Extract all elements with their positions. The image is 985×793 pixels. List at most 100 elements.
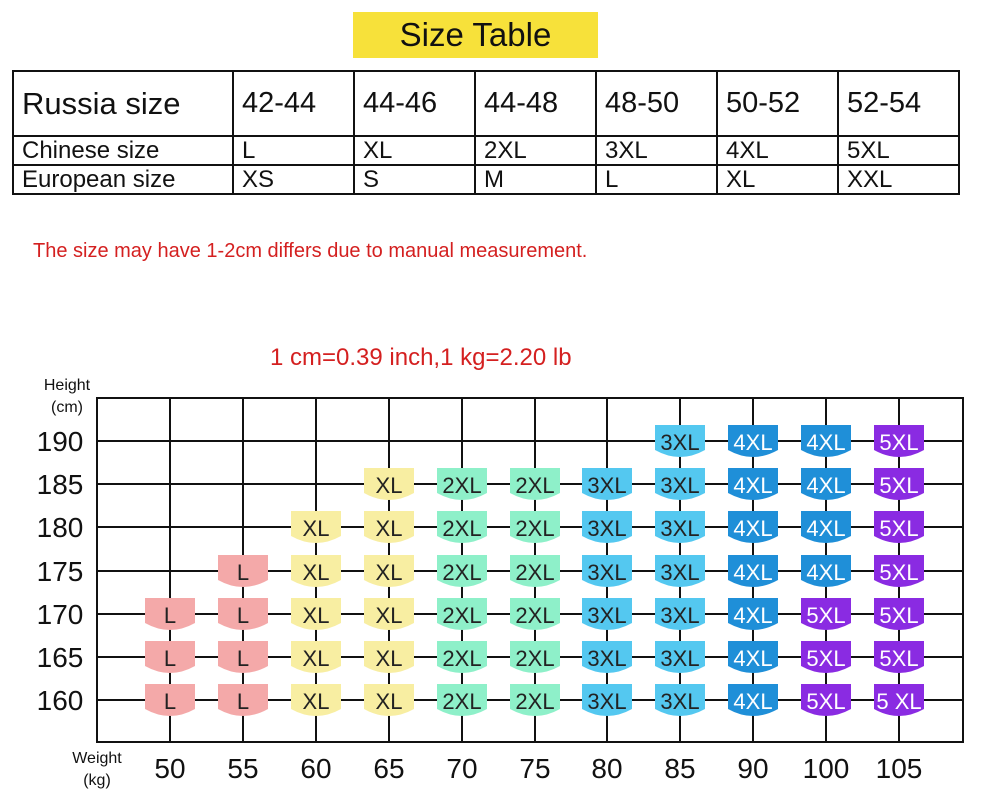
size-badge-4XL	[801, 468, 851, 500]
x-tick-label: 60	[300, 753, 331, 784]
table-cell: 42-44	[232, 70, 355, 137]
size-badge-label: 4XL	[806, 430, 845, 455]
size-badge-label: 4XL	[733, 560, 772, 585]
size-badge-4XL	[728, 425, 778, 457]
size-badge-label: L	[237, 646, 249, 671]
size-badge-5XL	[874, 511, 924, 543]
size-table-title: Size Table	[353, 12, 598, 58]
size-badge-label: 3XL	[660, 473, 699, 498]
size-badge-L	[218, 684, 268, 716]
table-cell: 50-52	[716, 70, 839, 137]
y-tick-label: 185	[37, 469, 84, 500]
row-label: Chinese size	[12, 135, 234, 166]
size-badge-XL	[364, 684, 414, 716]
size-badge-label: 5XL	[879, 646, 918, 671]
size-badge-label: 5XL	[806, 689, 845, 714]
table-cell: 2XL	[474, 135, 597, 166]
x-tick-label: 85	[664, 753, 695, 784]
size-badge-2XL	[510, 468, 560, 500]
size-badge-label: 5XL	[806, 603, 845, 628]
table-cell: 4XL	[716, 135, 839, 166]
size-badge-L	[145, 684, 195, 716]
size-badge-label: 4XL	[733, 603, 772, 628]
size-badge-5XL	[874, 684, 924, 716]
y-tick-label: 180	[37, 512, 84, 543]
size-badge-3XL	[582, 555, 632, 587]
size-badge-label: 3XL	[660, 689, 699, 714]
size-badge-label: 4XL	[733, 516, 772, 541]
size-badge-2XL	[437, 684, 487, 716]
size-badge-5XL	[874, 468, 924, 500]
size-badge-5XL	[801, 641, 851, 673]
size-badge-4XL	[728, 555, 778, 587]
size-badge-label: 4XL	[733, 430, 772, 455]
size-badge-label: L	[237, 689, 249, 714]
size-badge-2XL	[510, 641, 560, 673]
x-axis-label: Weight	[72, 750, 122, 767]
x-tick-label: 75	[519, 753, 550, 784]
size-badge-label: 2XL	[515, 516, 554, 541]
size-badge-label: XL	[376, 646, 403, 671]
size-badge-label: 4XL	[733, 473, 772, 498]
size-badge-label: L	[164, 603, 176, 628]
table-cell: XXL	[837, 164, 960, 195]
size-badge-label: 3XL	[660, 560, 699, 585]
table-row-russia: Russia size 42-44 44-46 44-48 48-50 50-5…	[12, 70, 960, 137]
size-badge-label: 3XL	[587, 560, 626, 585]
height-weight-size-chart: Height (cm) Weight (kg) 190 185 180 175 170 165 16…	[37, 377, 964, 789]
table-row-chinese: Chinese size L XL 2XL 3XL 4XL 5XL	[12, 135, 960, 166]
size-badge-label: 2XL	[515, 646, 554, 671]
x-tick-label: 90	[737, 753, 768, 784]
size-badge-label: 3XL	[587, 646, 626, 671]
y-axis-label: Height	[44, 377, 91, 394]
size-badge-label: 3XL	[660, 603, 699, 628]
size-badge-XL	[364, 468, 414, 500]
size-badge-XL	[364, 555, 414, 587]
x-tick-label: 50	[154, 753, 185, 784]
table-cell: XL	[353, 135, 476, 166]
size-badge-XL	[291, 511, 341, 543]
size-badge-2XL	[437, 641, 487, 673]
size-badge-label: XL	[303, 689, 330, 714]
size-badge-label: 4XL	[806, 473, 845, 498]
size-badge-label: 5XL	[879, 516, 918, 541]
y-axis-unit: (cm)	[51, 399, 83, 416]
table-cell: S	[353, 164, 476, 195]
x-tick-label: 55	[227, 753, 258, 784]
size-badge-5XL	[801, 598, 851, 630]
size-badge-label: XL	[376, 560, 403, 585]
size-badge-label: 2XL	[442, 473, 481, 498]
size-badge-5XL	[874, 641, 924, 673]
size-badge-label: XL	[303, 516, 330, 541]
size-badge-label: 3XL	[660, 646, 699, 671]
size-badge-2XL	[437, 598, 487, 630]
table-cell: 44-48	[474, 70, 597, 137]
table-cell: L	[595, 164, 718, 195]
size-badge-label: 4XL	[733, 646, 772, 671]
size-badge-label: L	[237, 603, 249, 628]
size-badge-3XL	[655, 555, 705, 587]
size-badge-label: XL	[376, 516, 403, 541]
x-tick-label: 80	[591, 753, 622, 784]
size-badge-2XL	[437, 555, 487, 587]
size-badge-3XL	[582, 684, 632, 716]
size-badge-label: 4XL	[806, 560, 845, 585]
size-badge-label: XL	[376, 603, 403, 628]
size-badge-4XL	[728, 511, 778, 543]
size-badge-2XL	[510, 555, 560, 587]
size-badge-5XL	[801, 684, 851, 716]
size-badge-4XL	[728, 641, 778, 673]
x-tick-label: 105	[876, 753, 923, 784]
y-tick-label: 175	[37, 556, 84, 587]
table-cell: 44-46	[353, 70, 476, 137]
size-badge-L	[218, 641, 268, 673]
x-axis-unit: (kg)	[83, 772, 111, 789]
y-tick-label: 160	[37, 685, 84, 716]
y-tick-label: 190	[37, 426, 84, 457]
size-badge-2XL	[510, 684, 560, 716]
table-cell: 48-50	[595, 70, 718, 137]
size-badge-5XL	[874, 425, 924, 457]
size-badge-4XL	[728, 684, 778, 716]
size-badge-label: 3XL	[587, 516, 626, 541]
size-badge-4XL	[801, 555, 851, 587]
